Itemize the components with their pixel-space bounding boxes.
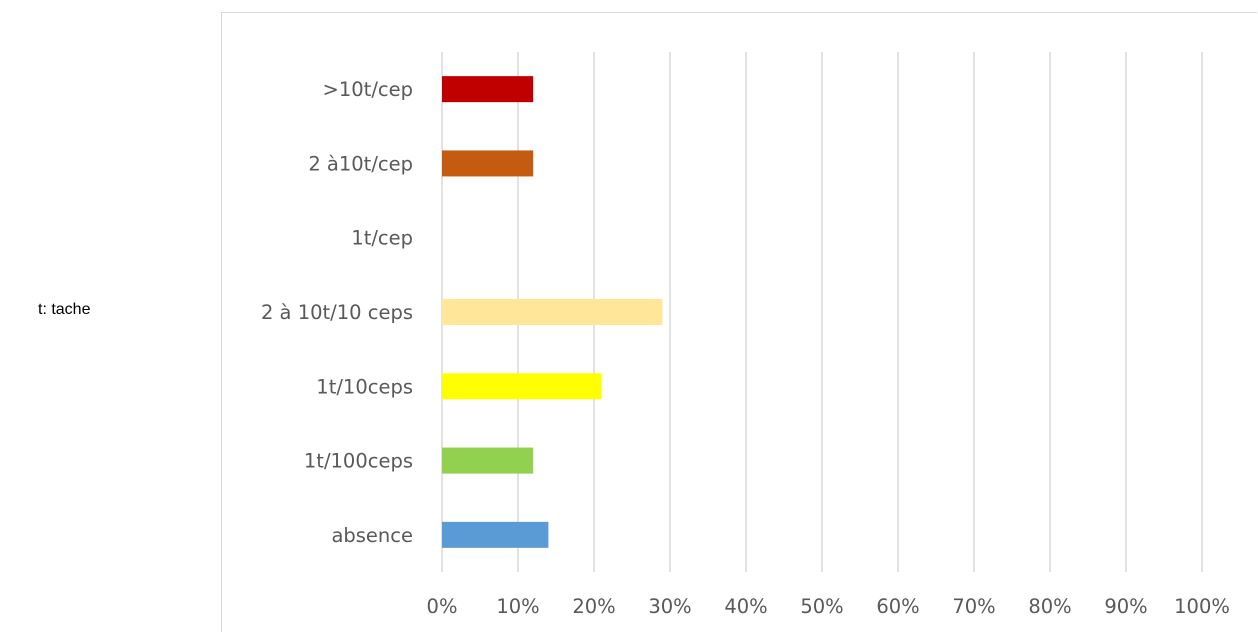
category-labels: absence 1t/100ceps 1t/10ceps 2 à 10t/10 cep… <box>261 78 413 547</box>
bars <box>442 76 663 548</box>
chart-frame <box>221 12 1257 632</box>
x-tick-label: 30% <box>648 595 691 618</box>
x-tick-labels: 0% 10% 20% 30% 40% 50% 60% 70% 80% 90% 100% <box>427 595 1230 618</box>
bar <box>442 150 534 177</box>
bar <box>442 373 602 400</box>
category-label: >10t/cep <box>323 78 413 101</box>
gridlines <box>441 52 1203 572</box>
bar <box>442 76 534 103</box>
x-tick-label: 100% <box>1174 595 1230 618</box>
category-label: 1t/100ceps <box>304 450 413 473</box>
x-tick-label: 10% <box>496 595 539 618</box>
category-label: 1t/10ceps <box>316 375 413 398</box>
category-label: 2 à 10t/10 ceps <box>261 301 413 324</box>
x-tick-label: 70% <box>952 595 995 618</box>
x-tick-label: 40% <box>724 595 767 618</box>
side-note: t: tache <box>38 301 91 318</box>
x-tick-label: 0% <box>427 595 458 618</box>
bar <box>442 447 534 474</box>
category-label: absence <box>331 524 413 547</box>
x-tick-label: 20% <box>572 595 615 618</box>
category-label: 1t/cep <box>351 227 413 250</box>
x-tick-label: 60% <box>876 595 919 618</box>
x-tick-label: 80% <box>1028 595 1071 618</box>
bar <box>442 299 663 325</box>
x-tick-label: 50% <box>800 595 843 618</box>
bar <box>442 521 549 548</box>
category-label: 2 à10t/cep <box>308 152 413 175</box>
x-tick-label: 90% <box>1104 595 1147 618</box>
